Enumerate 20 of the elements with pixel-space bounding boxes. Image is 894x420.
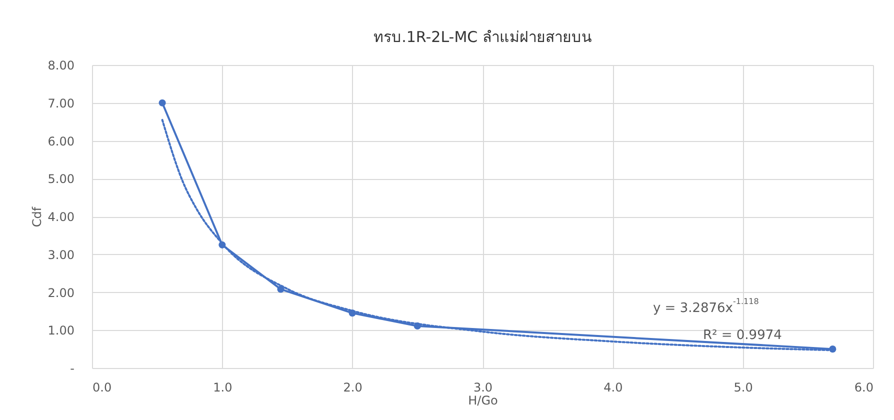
y-tick-label: 5.00 [48, 172, 74, 186]
x-tick-label: 0.0 [92, 380, 112, 394]
x-tick-label: 6.0 [854, 380, 874, 394]
annotation: R² = 0.9974 [703, 328, 782, 343]
x-tick-label: 1.0 [213, 380, 232, 394]
y-axis-title: Cdf [30, 206, 44, 228]
x-axis-title: H/Go [468, 394, 498, 408]
x-tick-label: 4.0 [604, 380, 623, 394]
y-tick-label: 2.00 [48, 286, 74, 300]
y-tick-label: 6.00 [48, 134, 74, 148]
y-tick-label: 1.00 [48, 324, 74, 338]
x-tick-label: 3.0 [473, 380, 493, 394]
x-tick-label: 2.0 [343, 380, 362, 394]
y-tick-label: - [70, 362, 74, 376]
y-tick-label: 8.00 [48, 58, 74, 72]
y-tick-label: 7.00 [48, 96, 74, 110]
y-tick-label: 3.00 [48, 248, 74, 262]
x-tick-label: 5.0 [734, 380, 753, 394]
y-tick-label: 4.00 [48, 210, 74, 224]
chart-title: ทรบ.1R-2L-MC ลำแม่ฝายสายบน [374, 28, 592, 46]
